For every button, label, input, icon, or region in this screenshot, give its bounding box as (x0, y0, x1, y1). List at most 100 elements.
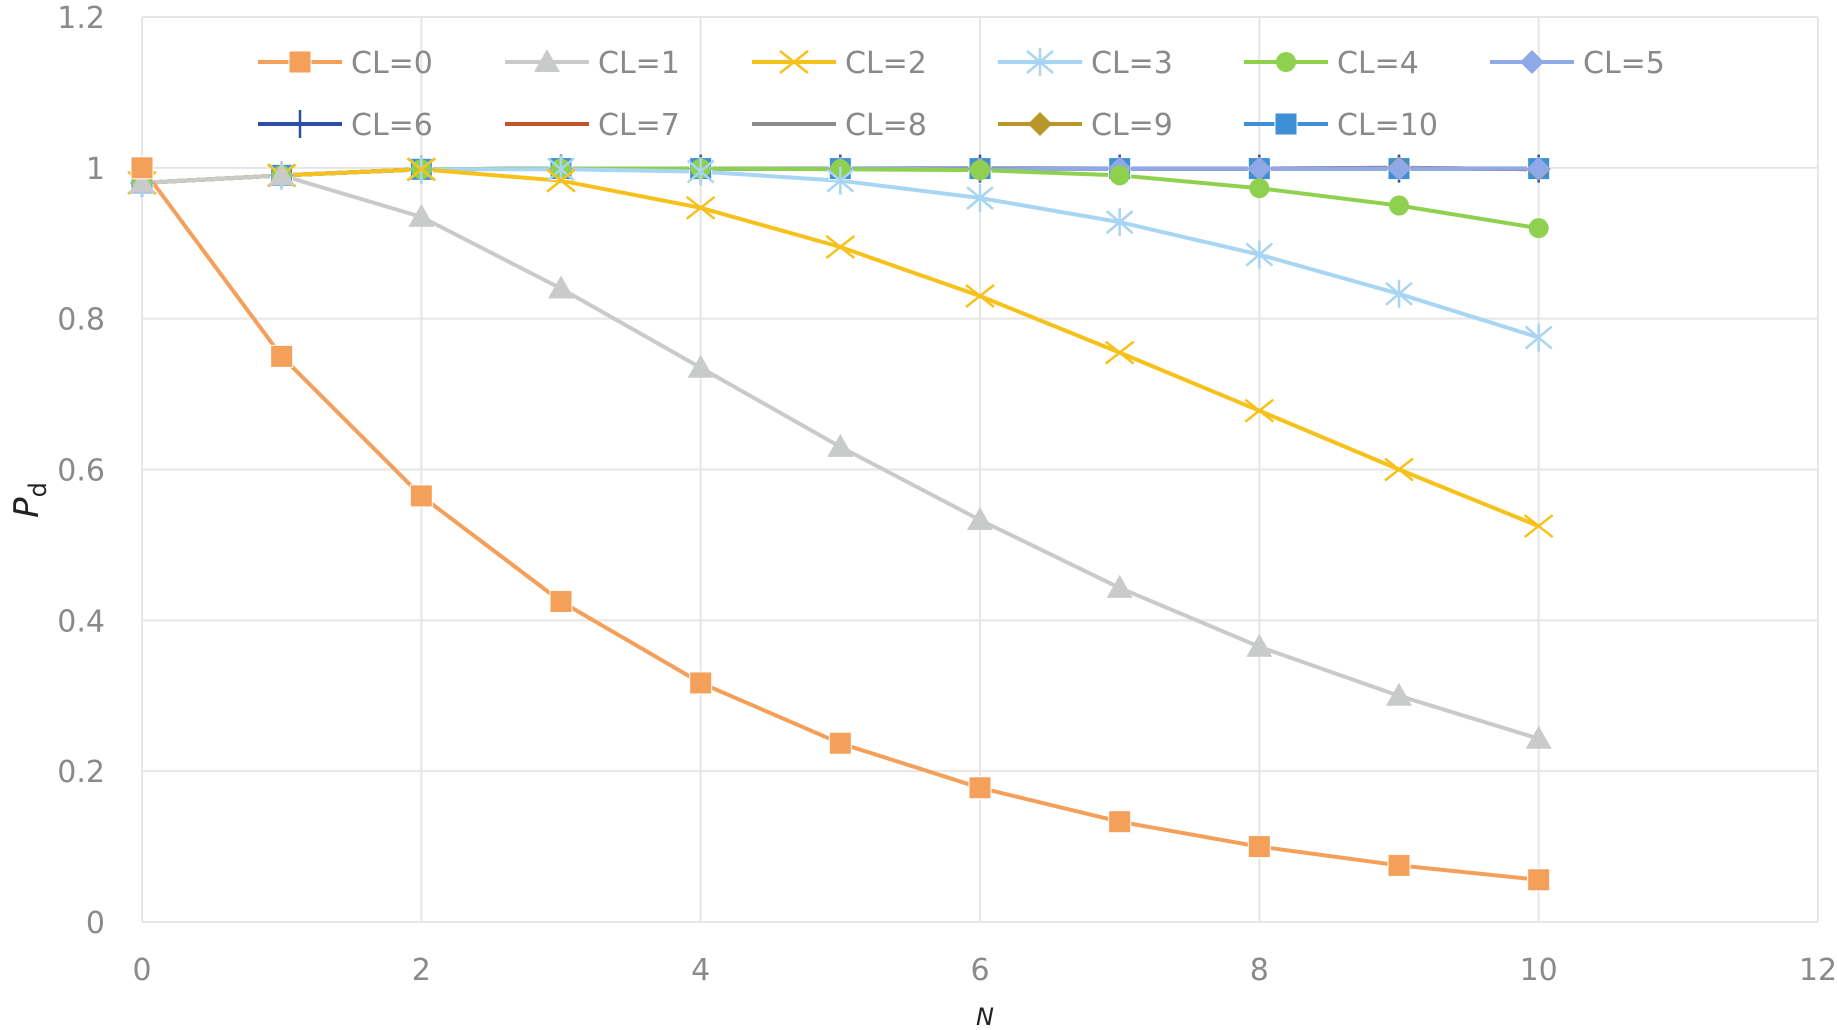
data-point-cl2 (965, 284, 995, 309)
legend-item-cl4: CL=4 (1244, 46, 1419, 81)
data-point-cl1 (548, 275, 574, 299)
legend-marker (779, 50, 809, 74)
legend-item-cl3: CL=3 (998, 46, 1173, 81)
tick-labels: 0 0.2 0.4 0.6 0.8 1 1.2 0 2 4 6 8 10 12 (57, 1, 1837, 988)
legend-marker (1276, 52, 1296, 72)
data-point-cl3 (547, 155, 575, 184)
legend: CL=0 CL=1 CL=2 CL=3 CL=4 CL=5 CL=6 CL=7 CL=8 CL=9… (258, 46, 1665, 143)
data-point-cl1 (129, 169, 155, 193)
data-point-cl0 (1387, 853, 1411, 877)
data-point-cl0 (1527, 868, 1551, 892)
legend-marker (1026, 48, 1054, 76)
x-tick-label: 10 (1520, 953, 1558, 988)
legend-marker (534, 49, 560, 72)
x-axis-title: N (976, 1003, 994, 1030)
data-point-cl0 (130, 156, 154, 180)
legend-label: CL=9 (1091, 108, 1173, 143)
x-tick-label: 2 (412, 953, 431, 988)
data-point-cl1 (1525, 725, 1552, 749)
y-axis-title-subscript: d (24, 482, 52, 497)
data-point-cl2 (825, 235, 856, 260)
data-point-cl3 (826, 166, 855, 195)
series-lines (140, 165, 1540, 882)
data-point-cl3 (1385, 279, 1413, 308)
data-point-cl4 (1249, 178, 1270, 199)
legend-marker (1274, 112, 1298, 136)
data-point-cl4 (970, 160, 990, 181)
data-point-cl2 (1384, 457, 1414, 482)
y-tick-label: 1.2 (57, 1, 105, 36)
legend-label: CL=8 (845, 108, 927, 143)
y-axis-title-main: P (7, 497, 47, 518)
data-point-cl1 (827, 433, 854, 457)
legend-item-cl2: CL=2 (752, 46, 927, 81)
series-markers (127, 154, 1554, 892)
data-point-cl2 (685, 195, 716, 220)
y-tick-label: 0.6 (57, 454, 105, 489)
data-point-cl0 (270, 344, 294, 368)
data-point-cl4 (1109, 165, 1130, 186)
data-point-cl3 (686, 157, 715, 186)
legend-item-cl10: CL=10 (1244, 108, 1438, 143)
data-point-cl5 (1526, 156, 1551, 181)
legend-label: CL=10 (1337, 108, 1438, 143)
data-point-cl1 (967, 507, 993, 531)
x-tick-label: 12 (1799, 953, 1837, 988)
x-tick-label: 4 (691, 953, 710, 988)
data-point-cl3 (1524, 323, 1553, 352)
series-line-cl1 (141, 173, 1540, 741)
legend-label: CL=7 (598, 108, 680, 143)
legend-item-cl6: CL=6 (258, 108, 433, 143)
data-point-cl1 (1106, 574, 1133, 598)
legend-marker (1520, 50, 1544, 74)
data-point-cl0 (409, 484, 433, 508)
x-tick-label: 8 (1250, 953, 1269, 988)
data-point-cl0 (968, 776, 992, 800)
y-tick-label: 0.2 (57, 755, 105, 790)
data-point-cl3 (1105, 208, 1134, 237)
data-point-cl2 (1523, 514, 1554, 539)
legend-label: CL=4 (1337, 46, 1419, 81)
data-point-cl3 (1245, 240, 1274, 269)
y-tick-label: 0.4 (57, 604, 105, 639)
series-line-cl2 (141, 167, 1540, 528)
legend-label: CL=5 (1583, 46, 1665, 81)
y-tick-label: 0 (86, 906, 105, 941)
legend-label: CL=6 (351, 108, 433, 143)
data-point-cl2 (546, 168, 576, 193)
y-tick-label: 1 (86, 152, 105, 187)
x-tick-label: 0 (132, 953, 151, 988)
y-axis-title: Pd (7, 482, 52, 518)
legend-item-cl0: CL=0 (258, 46, 433, 81)
data-point-cl1 (687, 354, 714, 378)
legend-label: CL=2 (845, 46, 927, 81)
legend-item-cl8: CL=8 (752, 108, 927, 143)
data-point-cl1 (1246, 633, 1273, 657)
data-point-cl2 (1104, 340, 1135, 365)
data-point-cl0 (549, 589, 573, 613)
data-point-cl0 (689, 671, 713, 695)
legend-item-cl9: CL=9 (998, 108, 1173, 143)
data-point-cl3 (966, 184, 994, 212)
x-tick-label: 6 (970, 953, 989, 988)
legend-item-cl1: CL=1 (505, 46, 680, 81)
data-point-cl0 (1247, 835, 1271, 859)
legend-label: CL=3 (1091, 46, 1173, 81)
y-tick-label: 0.8 (57, 303, 105, 338)
legend-item-cl5: CL=5 (1490, 46, 1665, 81)
data-point-cl5 (1387, 156, 1411, 181)
legend-label: CL=1 (598, 46, 680, 81)
data-point-cl4 (1389, 195, 1409, 216)
data-point-cl4 (1528, 218, 1549, 239)
legend-label: CL=0 (351, 46, 433, 81)
data-point-cl5 (1247, 156, 1272, 181)
data-point-cl1 (408, 203, 435, 227)
data-point-cl2 (406, 157, 437, 182)
data-point-cl2 (1244, 398, 1275, 423)
data-point-cl0 (828, 731, 852, 755)
legend-item-cl7: CL=7 (505, 108, 680, 143)
legend-marker (1028, 112, 1052, 136)
data-point-cl0 (1108, 810, 1132, 834)
